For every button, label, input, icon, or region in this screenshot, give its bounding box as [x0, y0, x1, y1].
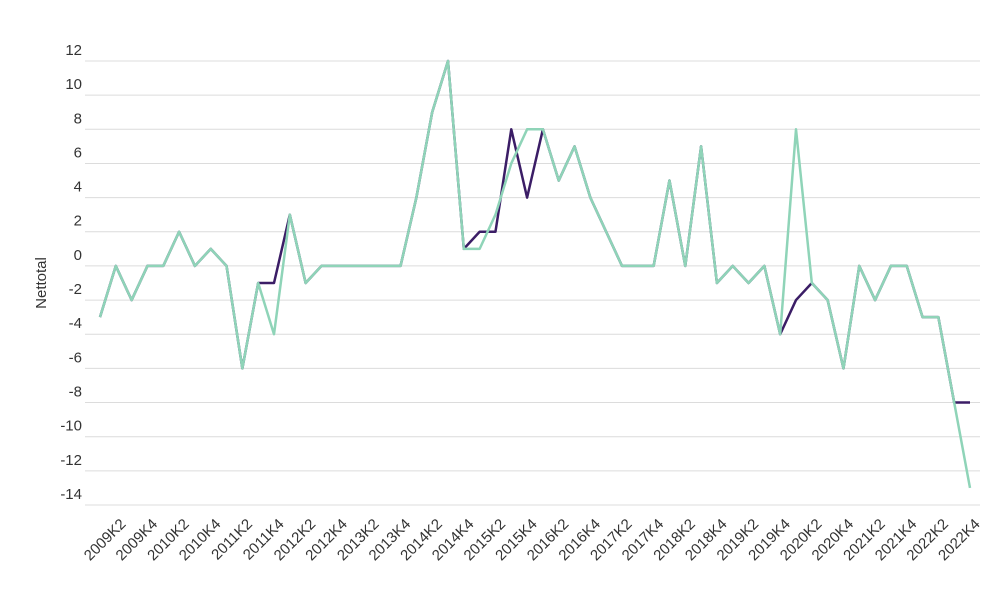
y-tick-label: 0 [74, 247, 82, 264]
y-tick-label: -2 [69, 281, 82, 298]
y-axis-label: Nettotal [33, 257, 50, 309]
y-tick-label: 6 [74, 144, 82, 161]
y-tick-label: -10 [60, 418, 82, 435]
y-tick-label: 4 [74, 179, 82, 196]
y-tick-label: -6 [69, 349, 82, 366]
y-tick-label: 8 [74, 110, 82, 127]
y-tick-label: 2 [74, 213, 82, 230]
series-line [98, 59, 972, 489]
y-tick-label: 10 [65, 76, 82, 93]
y-tick-label: -12 [60, 452, 82, 469]
y-tick-label: -14 [60, 486, 82, 503]
y-tick-label: 12 [65, 42, 82, 59]
y-tick-label: -8 [69, 384, 82, 401]
y-tick-label: -4 [69, 315, 82, 332]
